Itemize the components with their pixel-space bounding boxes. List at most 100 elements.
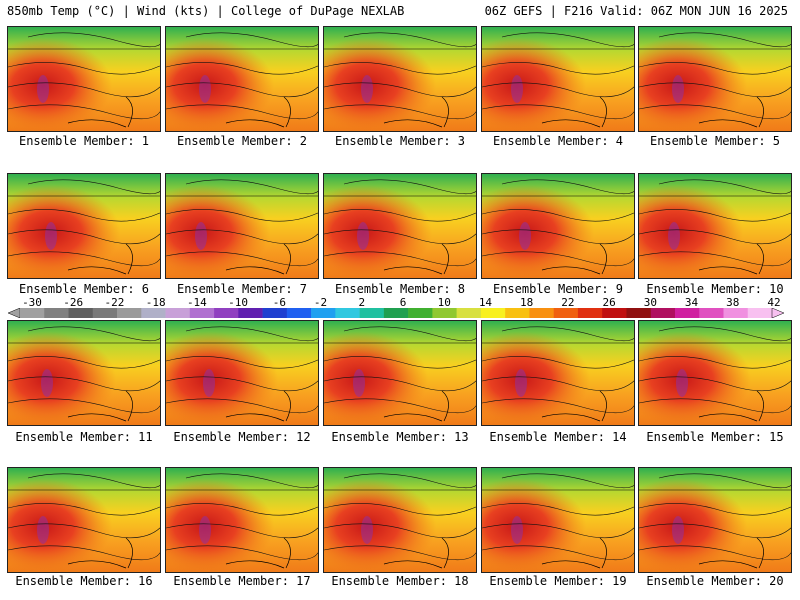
colorbar-tick-label: -18 — [145, 296, 166, 309]
ensemble-panel-8 — [323, 173, 477, 279]
ensemble-panel-17 — [165, 467, 319, 573]
colorbar-graphic — [8, 308, 784, 318]
ensemble-member-label: Ensemble Member: 3 — [334, 134, 466, 148]
ensemble-member-label: Ensemble Member: 1 — [18, 134, 150, 148]
colorbar-segment — [44, 308, 69, 318]
colorbar-tick-label: -2 — [313, 296, 328, 309]
colorbar-tick-label: 2 — [358, 296, 366, 309]
colorbar-segment — [626, 308, 652, 318]
colorbar-segment — [674, 308, 700, 318]
temperature-map — [324, 321, 476, 425]
colorbar-tick-label: -26 — [63, 296, 84, 309]
colorbar-tick-label: -30 — [22, 296, 42, 309]
colorbar-tick-label: -10 — [228, 296, 249, 309]
ensemble-panel-4 — [481, 26, 635, 132]
colorbar-segment — [262, 308, 288, 318]
colorbar-tick-label: 26 — [602, 296, 616, 309]
colorbar-tick-label: -22 — [104, 296, 125, 309]
temperature-map — [639, 27, 791, 131]
colorbar-segment — [117, 308, 142, 318]
ensemble-panel-5 — [638, 26, 792, 132]
ensemble-member-label: Ensemble Member: 13 — [331, 430, 469, 444]
ensemble-panel-11 — [7, 320, 161, 426]
colorbar-left-arrow — [8, 308, 21, 318]
ensemble-member-label: Ensemble Member: 11 — [15, 430, 153, 444]
colorbar-tick-label: 18 — [520, 296, 534, 309]
colorbar-tick-label: 10 — [437, 296, 451, 309]
colorbar-segment — [577, 308, 603, 318]
temperature-map — [482, 27, 634, 131]
ensemble-panel-9 — [481, 173, 635, 279]
colorbar-right-arrow — [771, 308, 784, 318]
map-title: 850mb Temp (°C) | Wind (kts) | College o… — [7, 4, 405, 18]
ensemble-panel-19 — [481, 467, 635, 573]
colorbar-tick-label: 38 — [726, 296, 740, 309]
colorbar-segment — [432, 308, 457, 318]
ensemble-panel-2 — [165, 26, 319, 132]
temperature-map — [482, 321, 634, 425]
temperature-map — [639, 321, 791, 425]
colorbar-segment — [699, 308, 724, 318]
ensemble-member-label: Ensemble Member: 6 — [18, 282, 150, 296]
temperature-map — [8, 468, 160, 572]
colorbar-segment — [286, 308, 312, 318]
colorbar-segment — [92, 308, 118, 318]
colorbar-segment — [456, 308, 482, 318]
colorbar-segment — [602, 308, 627, 318]
ensemble-panel-18 — [323, 467, 477, 573]
colorbar-tick-label: 14 — [478, 296, 493, 309]
ensemble-member-label: Ensemble Member: 2 — [176, 134, 308, 148]
temperature-map — [639, 174, 791, 278]
ensemble-panel-10 — [638, 173, 792, 279]
colorbar-segment — [383, 308, 409, 318]
ensemble-member-label: Ensemble Member: 4 — [492, 134, 624, 148]
ensemble-member-label: Ensemble Member: 19 — [489, 574, 627, 588]
colorbar-segment — [553, 308, 579, 318]
colorbar-segment — [408, 308, 433, 318]
ensemble-panel-1 — [7, 26, 161, 132]
ensemble-panel-12 — [165, 320, 319, 426]
colorbar-tick-label: 34 — [684, 296, 699, 309]
ensemble-panel-3 — [323, 26, 477, 132]
ensemble-member-label: Ensemble Member: 18 — [331, 574, 469, 588]
colorbar-segment — [529, 308, 554, 318]
ensemble-member-label: Ensemble Member: 5 — [649, 134, 781, 148]
colorbar-tick-label: 42 — [767, 296, 781, 309]
run-valid-time: 06Z GEFS | F216 Valid: 06Z MON JUN 16 20… — [484, 4, 788, 18]
colorbar-segment — [650, 308, 676, 318]
colorbar-tick-label: 6 — [399, 296, 407, 309]
temperature-map — [482, 468, 634, 572]
ensemble-member-label: Ensemble Member: 20 — [646, 574, 784, 588]
ensemble-member-label: Ensemble Member: 10 — [646, 282, 784, 296]
colorbar-segment — [214, 308, 239, 318]
ensemble-member-label: Ensemble Member: 14 — [489, 430, 627, 444]
ensemble-member-label: Ensemble Member: 17 — [173, 574, 311, 588]
temperature-map — [166, 468, 318, 572]
colorbar-segment — [238, 308, 263, 318]
temperature-map — [639, 468, 791, 572]
ensemble-panel-6 — [7, 173, 161, 279]
ensemble-panel-15 — [638, 320, 792, 426]
temperature-map — [166, 321, 318, 425]
temperature-map — [166, 174, 318, 278]
temperature-colorbar — [8, 308, 784, 318]
colorbar-segment — [20, 308, 45, 318]
colorbar-segment — [723, 308, 749, 318]
colorbar-segment — [311, 308, 336, 318]
colorbar-labels: -30 -26 -22 -18 -14 -10 -6 -2 2 6 10 14 18 22 26 30 34 38… — [8, 296, 784, 309]
temperature-map — [324, 27, 476, 131]
colorbar-segment — [505, 308, 530, 318]
ensemble-panel-7 — [165, 173, 319, 279]
temperature-map — [482, 174, 634, 278]
ensemble-panel-20 — [638, 467, 792, 573]
temperature-map — [324, 174, 476, 278]
colorbar-segment — [141, 308, 166, 318]
colorbar-tick-label: -14 — [186, 296, 207, 309]
ensemble-panel-16 — [7, 467, 161, 573]
ensemble-panel-14 — [481, 320, 635, 426]
temperature-map — [8, 174, 160, 278]
colorbar-segment — [68, 308, 94, 318]
colorbar-tick-label: 22 — [561, 296, 575, 309]
temperature-map — [324, 468, 476, 572]
ensemble-member-label: Ensemble Member: 7 — [176, 282, 308, 296]
